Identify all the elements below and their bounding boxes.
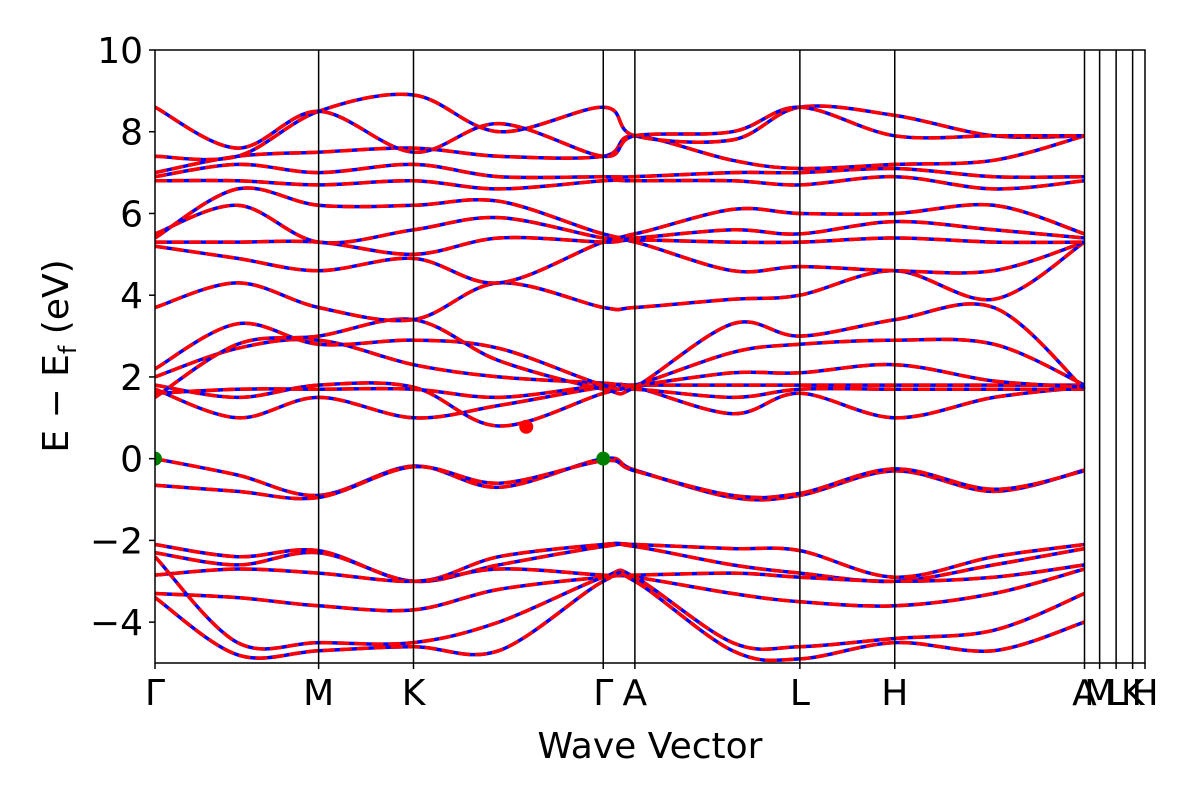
x-tick-label: L bbox=[1106, 673, 1126, 714]
band-line-dashed bbox=[155, 541, 1085, 584]
band-edge-marker bbox=[519, 419, 534, 434]
band-line-dashed bbox=[155, 337, 1085, 389]
y-tick-label: −4 bbox=[90, 603, 143, 644]
x-tick-label: Γ bbox=[145, 673, 165, 714]
band-line-dashed bbox=[155, 458, 1085, 501]
band-line-solid bbox=[155, 105, 1085, 159]
band-line-dashed bbox=[155, 162, 1085, 180]
y-tick-label: 8 bbox=[120, 113, 143, 154]
y-tick-label: 10 bbox=[97, 31, 143, 72]
y-tick-label: −2 bbox=[90, 521, 143, 562]
y-axis-label-sub: f bbox=[54, 345, 82, 354]
y-axis-label-unit: (eV) bbox=[36, 259, 77, 345]
plot-frame bbox=[154, 49, 1146, 664]
band-line-dashed bbox=[155, 570, 1086, 663]
x-tick-label: M bbox=[303, 673, 334, 714]
y-axis-label: E − Ef (eV) bbox=[36, 259, 82, 452]
band-edge-marker bbox=[596, 451, 611, 466]
band-line-dashed bbox=[155, 321, 1086, 392]
y-tick-label: 2 bbox=[120, 358, 143, 399]
x-tick-label: H bbox=[881, 673, 908, 714]
band-line-solid bbox=[155, 186, 1086, 240]
y-tick-label: 0 bbox=[120, 440, 143, 481]
band-edge-marker bbox=[155, 451, 162, 466]
band-line-dashed bbox=[155, 203, 1085, 245]
band-line-dashed bbox=[155, 174, 1085, 191]
band-line-dashed bbox=[155, 105, 1085, 159]
band-line-dashed bbox=[155, 236, 1086, 285]
band-line-dashed bbox=[155, 240, 1086, 323]
band-line-solid bbox=[155, 337, 1085, 389]
band-line-dashed bbox=[155, 567, 1085, 613]
x-tick-label: Γ bbox=[593, 673, 613, 714]
y-axis-ticks: −4 −2 0 2 4 6 8 10 bbox=[90, 31, 155, 644]
band-line-dashed bbox=[155, 302, 1086, 399]
x-tick-label: K bbox=[1121, 673, 1146, 714]
band-line-solid bbox=[155, 236, 1086, 285]
x-tick-label: H bbox=[1131, 673, 1158, 714]
band-line-dashed bbox=[155, 555, 1086, 651]
band-edge-markers bbox=[155, 419, 611, 466]
band-line-solid bbox=[155, 321, 1086, 392]
x-tick-label: M bbox=[1084, 673, 1115, 714]
y-axis-label-main: E − E bbox=[36, 354, 77, 453]
x-tick-label: K bbox=[402, 673, 427, 714]
x-tick-label: A bbox=[623, 673, 648, 714]
high-symmetry-lines bbox=[317, 50, 1134, 663]
y-tick-label: 6 bbox=[120, 194, 143, 235]
x-tick-label: A bbox=[1072, 673, 1097, 714]
x-axis-label: Wave Vector bbox=[538, 726, 763, 767]
band-line-dashed bbox=[155, 92, 1085, 162]
y-tick-label: 4 bbox=[120, 276, 143, 317]
band-line-dashed bbox=[155, 186, 1086, 240]
bands-layer bbox=[155, 92, 1086, 663]
x-tick-label: L bbox=[790, 673, 810, 714]
